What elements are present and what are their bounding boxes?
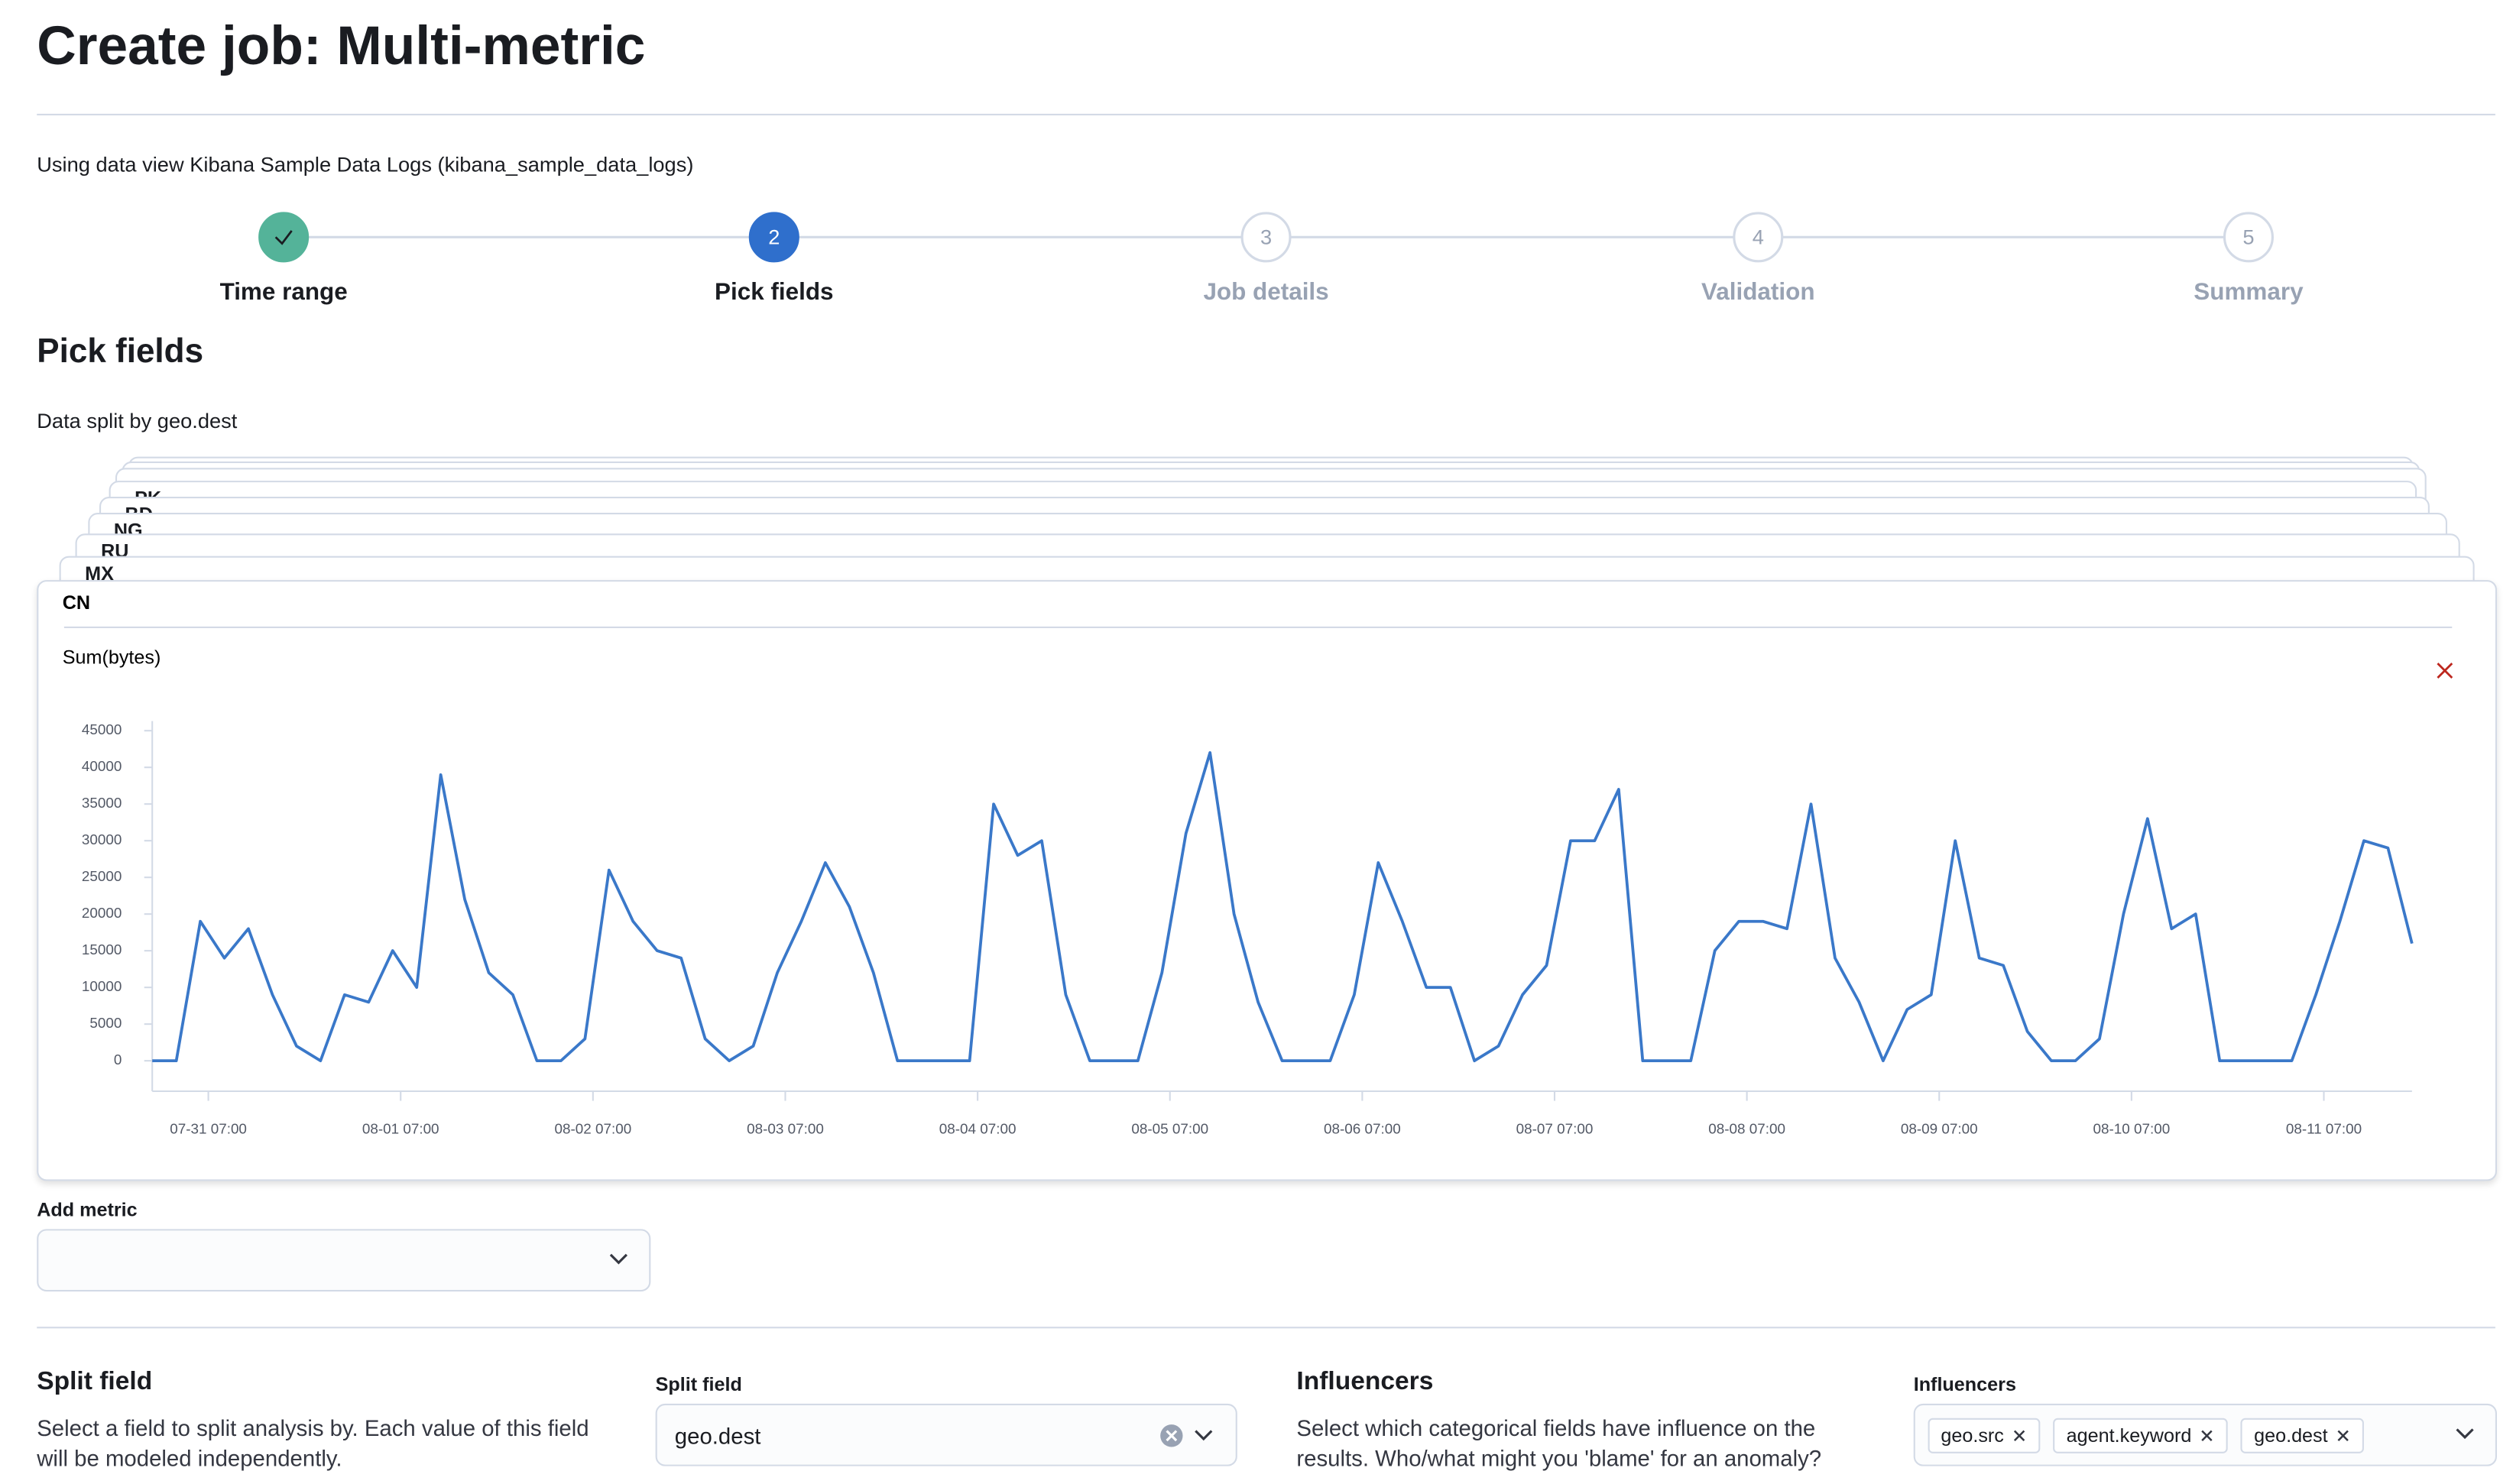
close-icon[interactable] <box>2437 663 2453 679</box>
split-field-select[interactable]: geo.dest <box>655 1403 1237 1466</box>
chip-remove[interactable] <box>2012 1429 2028 1442</box>
x-tick-label: 08-08 07:00 <box>1708 1120 1785 1136</box>
data-view-text: Using data view Kibana Sample Data Logs … <box>37 152 694 177</box>
step-circle <box>1240 212 1292 263</box>
step-number: 5 <box>2242 225 2254 249</box>
page-title: Create job: Multi-metric <box>37 15 646 77</box>
x-tick-label: 08-10 07:00 <box>2093 1120 2171 1136</box>
chip-text: geo.src <box>1941 1424 2004 1447</box>
y-tick-label: 25000 <box>82 868 122 884</box>
x-tick-label: 08-03 07:00 <box>747 1120 824 1136</box>
chip-remove-icon <box>2338 1430 2349 1442</box>
chip-text: geo.dest <box>2254 1424 2328 1447</box>
divider <box>37 1327 2495 1329</box>
add-metric-label: Add metric <box>37 1198 138 1221</box>
y-tick-label: 0 <box>114 1051 122 1068</box>
card-divider <box>63 626 2453 628</box>
step-number: 3 <box>1260 225 1272 249</box>
x-tick-label: 08-01 07:00 <box>362 1120 439 1136</box>
x-tick-label: 07-31 07:00 <box>170 1120 247 1136</box>
chip-remove-icon <box>2202 1430 2213 1442</box>
chart-card <box>37 580 2497 1181</box>
y-tick-label: 15000 <box>82 941 122 957</box>
y-tick-label: 40000 <box>82 758 122 774</box>
y-tick-label: 45000 <box>82 721 122 737</box>
y-tick-label: 35000 <box>82 795 122 811</box>
chip-remove-icon <box>2014 1430 2026 1442</box>
step-check <box>274 230 293 245</box>
chip-remove[interactable] <box>2336 1429 2352 1442</box>
section-title: Pick fields <box>37 333 204 371</box>
x-tick-label: 08-05 07:00 <box>1131 1120 1208 1136</box>
step-number: 4 <box>1753 225 1764 249</box>
y-tick-label: 20000 <box>82 905 122 921</box>
step-circle <box>2223 212 2274 263</box>
step-label: Summary <box>2194 278 2304 305</box>
stepper-graphic: Time range 2 Pick fields 3 Job details 4 Valid… <box>220 212 2304 305</box>
step-circle <box>748 212 799 263</box>
chart-title: CN <box>63 592 90 614</box>
chip-text: agent.keyword <box>2066 1424 2192 1447</box>
step-label: Pick fields <box>715 278 834 305</box>
split-description: Select a field to split analysis by. Eac… <box>37 1414 589 1471</box>
chevron <box>609 1253 627 1265</box>
influencers-select[interactable]: geo.src agent.keyword geo.dest <box>1913 1403 2497 1466</box>
x-tick-label: 08-06 07:00 <box>1324 1120 1401 1136</box>
influencers-label: Influencers <box>1913 1373 2016 1396</box>
step-label: Job details <box>1203 278 1328 305</box>
x-tick-label: 08-04 07:00 <box>939 1120 1017 1136</box>
split-heading: Split field <box>37 1368 153 1396</box>
y-tick-label: 10000 <box>82 978 122 994</box>
influencer-chip: agent.keyword <box>2053 1418 2229 1453</box>
y-tick-label: 30000 <box>82 831 122 847</box>
chart-subtitle: Sum(bytes) <box>63 646 161 668</box>
x-tick-label: 08-09 07:00 <box>1901 1120 1978 1136</box>
step-number: 2 <box>768 225 780 249</box>
select-controls <box>1160 1424 1213 1447</box>
step-circle <box>1733 212 1784 263</box>
step-circle <box>258 212 310 263</box>
influencers-description: Select which categorical fields have inf… <box>1296 1414 1822 1471</box>
split-field-value: geo.dest <box>674 1423 761 1449</box>
x-tick-label: 08-11 07:00 <box>2286 1120 2362 1136</box>
split-caption: Data split by geo.dest <box>37 408 238 433</box>
chip-remove[interactable] <box>2200 1429 2216 1442</box>
divider <box>37 113 2495 115</box>
influencer-chip: geo.dest <box>2241 1418 2365 1453</box>
chip-list: geo.src agent.keyword geo.dest <box>1928 1418 2378 1453</box>
influencers-heading: Influencers <box>1296 1368 1434 1396</box>
x-tick-label: 08-02 07:00 <box>555 1120 632 1136</box>
add-metric-select[interactable] <box>37 1229 651 1292</box>
step-label: Time range <box>220 278 348 305</box>
data-line <box>152 751 2414 1063</box>
chevron <box>2456 1428 2474 1440</box>
x-tick-label: 08-07 07:00 <box>1516 1120 1594 1136</box>
y-tick-label: 5000 <box>89 1015 122 1031</box>
influencer-chip: geo.src <box>1928 1418 2041 1453</box>
step-label: Validation <box>1701 278 1814 305</box>
split-field-label: Split field <box>655 1373 742 1396</box>
